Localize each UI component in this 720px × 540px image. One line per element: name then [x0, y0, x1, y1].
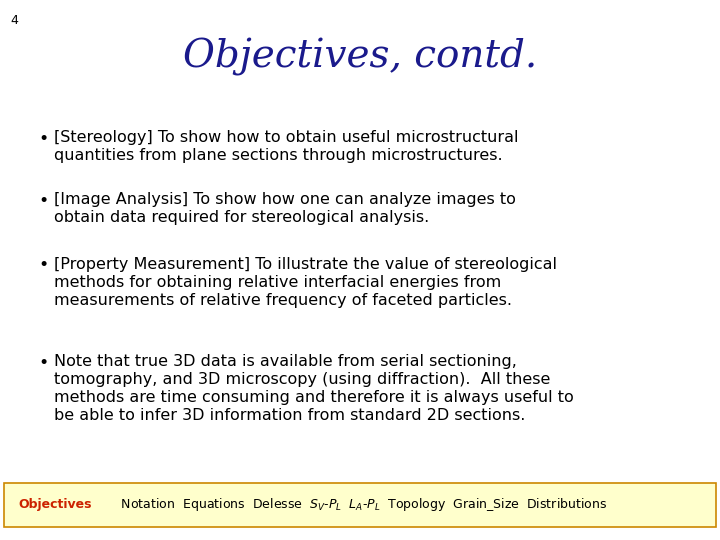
Text: [Image Analysis] To show how one can analyze images to
obtain data required for : [Image Analysis] To show how one can ana…: [54, 192, 516, 225]
Text: •: •: [38, 130, 48, 147]
Text: •: •: [38, 256, 48, 274]
Text: 4: 4: [11, 14, 19, 26]
FancyBboxPatch shape: [4, 483, 716, 526]
Text: •: •: [38, 354, 48, 372]
Text: Notation  Equations  Delesse  $S_V$-$P_L$  $L_A$-$P_L$  Topology  Grain_Size  Di: Notation Equations Delesse $S_V$-$P_L$ $…: [113, 496, 607, 514]
Text: Note that true 3D data is available from serial sectioning,
tomography, and 3D m: Note that true 3D data is available from…: [54, 354, 574, 423]
Text: [Stereology] To show how to obtain useful microstructural
quantities from plane : [Stereology] To show how to obtain usefu…: [54, 130, 518, 163]
Text: Objectives: Objectives: [18, 498, 91, 511]
Text: [Property Measurement] To illustrate the value of stereological
methods for obta: [Property Measurement] To illustrate the…: [54, 256, 557, 307]
Text: Objectives, contd.: Objectives, contd.: [183, 38, 537, 76]
Text: •: •: [38, 192, 48, 210]
